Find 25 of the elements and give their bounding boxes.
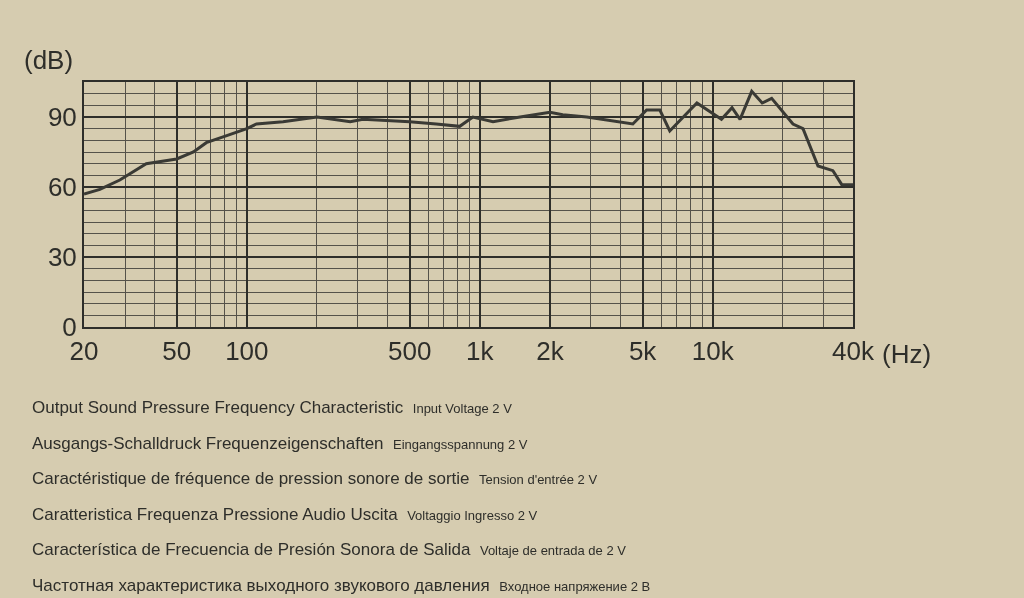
x-tick-label: 40k: [832, 336, 875, 367]
x-tick-label: 1k: [466, 336, 495, 367]
text: Output Sound Pressure Frequency Characteristic: [32, 398, 404, 417]
y-tick-label: 30: [47, 242, 77, 273]
y-tick-label: 90: [47, 102, 77, 133]
text: Частотная характеристика выходного звукового давления: [32, 576, 490, 595]
text: Tension d'entrée 2 V: [479, 472, 598, 487]
y-axis-title: (dB): [24, 45, 74, 75]
x-tick-label: 5k: [628, 336, 658, 367]
text: Input Voltage 2 V: [412, 401, 513, 416]
text: Входное напряжение 2 В: [499, 579, 651, 594]
text: Eingangsspannung 2 V: [393, 437, 528, 452]
text: Ausgangs-Schalldruck Frequenzeigenschaften: [32, 434, 384, 453]
text: Característica de Frecuencia de Presión Sonora de Salida: [32, 540, 472, 559]
x-axis-title: (Hz): [882, 339, 932, 369]
x-tick-label: 10k: [691, 336, 735, 367]
x-tick-label: 100: [225, 336, 269, 367]
text: Caratteristica Frequenza Pressione Audio Uscita: [32, 505, 399, 524]
y-tick-label: 60: [47, 172, 77, 203]
x-tick-label: 2k: [536, 336, 565, 367]
x-tick-label: 500: [387, 336, 432, 367]
x-tick-label: 50: [162, 336, 192, 367]
text: Voltaggio Ingresso 2 V: [407, 508, 538, 523]
text: Voltaje de entrada de 2 V: [479, 543, 627, 558]
text: Caractéristique de fréquence de pression sonore de sortie: [32, 469, 470, 488]
